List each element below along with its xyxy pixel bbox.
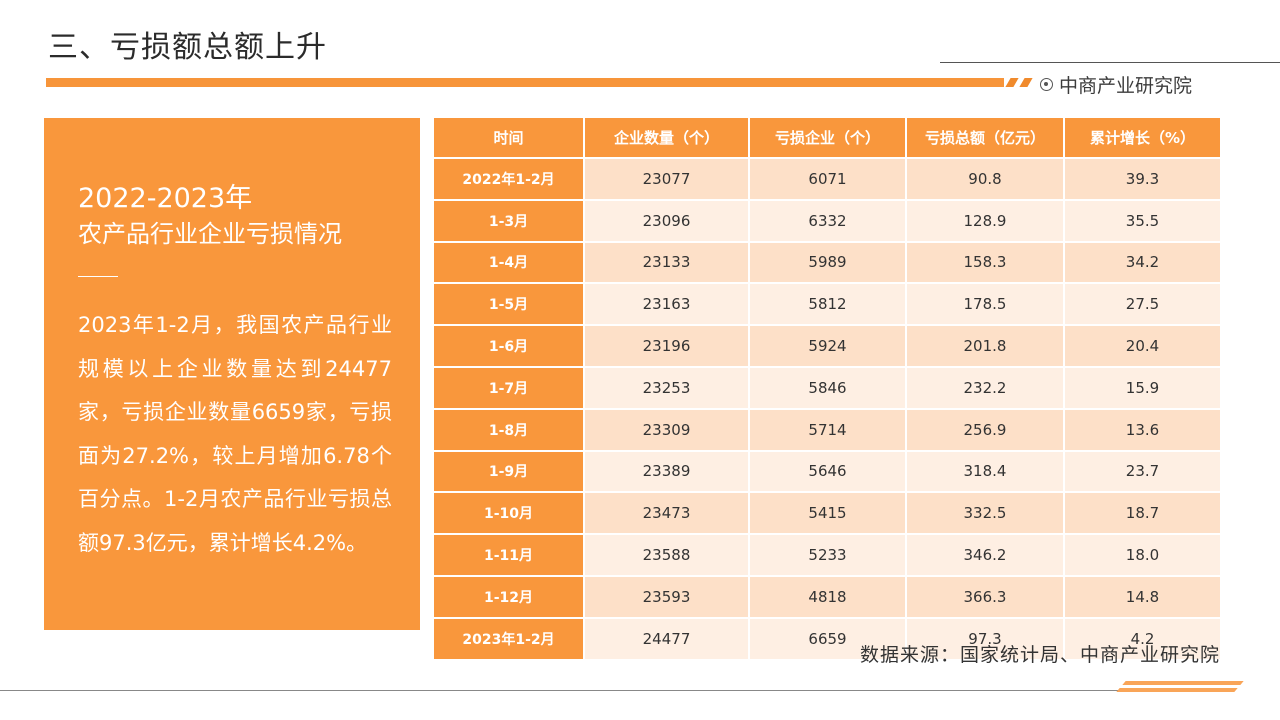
data-source-note: 数据来源：国家统计局、中商产业研究院 xyxy=(859,644,1220,666)
brand-name: 中商产业研究院 xyxy=(1059,75,1193,97)
cell-enterprise-count: 23588 xyxy=(584,534,750,577)
header-loss-enterprises: 亏损企业（个） xyxy=(749,118,907,159)
cell-enterprise-count: 23077 xyxy=(584,158,750,201)
cell-total-loss: 178.5 xyxy=(906,283,1065,327)
table-row: 2023年1-2月 24477 6659 97.3 4.2 xyxy=(434,617,1222,661)
summary-panel: 2022-2023年 农产品行业企业亏损情况 2023年1-2月，我国农产品行业… xyxy=(44,118,420,630)
brand-logo: 中商产业研究院 xyxy=(1040,71,1192,98)
table-row: 1-10月 23473 5415 332.5 18.7 xyxy=(434,492,1222,536)
panel-divider xyxy=(78,276,118,277)
cell-loss-enterprises: 6659 xyxy=(749,617,907,661)
footer-line xyxy=(0,690,1118,691)
cell-cumulative-growth: 23.7 xyxy=(1064,450,1222,494)
cell-cumulative-growth: 13.6 xyxy=(1064,408,1222,452)
cell-total-loss: 128.9 xyxy=(906,199,1065,243)
table-row: 2022年1-2月 23077 6071 90.8 39.3 xyxy=(434,158,1222,201)
table-row: 1-5月 23163 5812 178.5 27.5 xyxy=(434,283,1222,327)
panel-body-text: 2023年1-2月，我国农产品行业规模以上企业数量达到24477家，亏损企业数量… xyxy=(78,313,392,555)
cell-cumulative-growth: 39.3 xyxy=(1064,158,1222,201)
header-cumulative-growth: 累计增长（%） xyxy=(1064,118,1222,159)
cell-loss-enterprises: 5812 xyxy=(749,283,907,327)
loss-data-table: 时间 企业数量（个） 亏损企业（个） 亏损总额（亿元） 累计增长（%） 2022… xyxy=(434,118,1222,661)
cell-time: 1-7月 xyxy=(434,366,585,410)
header-divider-line xyxy=(940,62,1280,63)
cell-time: 1-10月 xyxy=(434,492,585,536)
cell-cumulative-growth: 18.7 xyxy=(1064,492,1222,536)
cell-loss-enterprises: 5846 xyxy=(749,366,907,410)
cell-loss-enterprises: 6071 xyxy=(749,158,907,201)
panel-year: 2022-2023年 xyxy=(78,183,253,214)
cell-time: 1-4月 xyxy=(434,241,585,285)
table-row: 1-3月 23096 6332 128.9 35.5 xyxy=(434,199,1222,243)
cell-total-loss: 201.8 xyxy=(906,325,1065,368)
footer-stripes xyxy=(1116,681,1248,693)
cell-loss-enterprises: 5714 xyxy=(749,408,907,452)
table-row: 1-7月 23253 5846 232.2 15.9 xyxy=(434,366,1222,410)
table-row: 1-4月 23133 5989 158.3 34.2 xyxy=(434,241,1222,285)
cell-loss-enterprises: 5924 xyxy=(749,325,907,368)
cell-cumulative-growth: 35.5 xyxy=(1064,199,1222,243)
table-row: 1-6月 23196 5924 201.8 20.4 xyxy=(434,325,1222,368)
table-row: 1-8月 23309 5714 256.9 13.6 xyxy=(434,408,1222,452)
cell-cumulative-growth: 34.2 xyxy=(1064,241,1222,285)
cell-enterprise-count: 23253 xyxy=(584,366,750,410)
header-total-loss: 亏损总额（亿元） xyxy=(906,118,1065,159)
cell-cumulative-growth: 18.0 xyxy=(1064,534,1222,577)
cell-total-loss: 90.8 xyxy=(906,158,1065,201)
cell-total-loss: 318.4 xyxy=(906,450,1065,494)
table-row: 1-9月 23389 5646 318.4 23.7 xyxy=(434,450,1222,494)
cell-loss-enterprises: 6332 xyxy=(749,199,907,243)
cell-time: 2022年1-2月 xyxy=(434,158,585,201)
cell-total-loss: 158.3 xyxy=(906,241,1065,285)
cell-enterprise-count: 23473 xyxy=(584,492,750,536)
cell-total-loss: 256.9 xyxy=(906,408,1065,452)
cell-total-loss: 346.2 xyxy=(906,534,1065,577)
cell-loss-enterprises: 5233 xyxy=(749,534,907,577)
cell-loss-enterprises: 5415 xyxy=(749,492,907,536)
brand-circle-icon xyxy=(1040,78,1053,91)
cell-enterprise-count: 23133 xyxy=(584,241,750,285)
header-enterprise-count: 企业数量（个） xyxy=(584,118,750,159)
cell-time: 2023年1-2月 xyxy=(434,617,585,661)
cell-cumulative-growth: 27.5 xyxy=(1064,283,1222,327)
cell-total-loss: 332.5 xyxy=(906,492,1065,536)
cell-time: 1-9月 xyxy=(434,450,585,494)
cell-time: 1-12月 xyxy=(434,575,585,619)
title-bar-stripes xyxy=(1000,78,1036,87)
cell-time: 1-11月 xyxy=(434,534,585,577)
cell-cumulative-growth: 14.8 xyxy=(1064,575,1222,619)
cell-time: 1-8月 xyxy=(434,408,585,452)
cell-enterprise-count: 23163 xyxy=(584,283,750,327)
header-time: 时间 xyxy=(434,118,585,159)
cell-time: 1-5月 xyxy=(434,283,585,327)
cell-enterprise-count: 23096 xyxy=(584,199,750,243)
cell-enterprise-count: 24477 xyxy=(584,617,750,661)
cell-cumulative-growth: 4.2 xyxy=(1064,617,1222,661)
cell-time: 1-6月 xyxy=(434,325,585,368)
page-title: 三、亏损额总额上升 xyxy=(48,30,327,65)
cell-enterprise-count: 23309 xyxy=(584,408,750,452)
panel-subtitle: 农产品行业企业亏损情况 xyxy=(78,220,342,248)
title-underline-bar xyxy=(46,78,1004,87)
cell-loss-enterprises: 5989 xyxy=(749,241,907,285)
cell-time: 1-3月 xyxy=(434,199,585,243)
cell-cumulative-growth: 20.4 xyxy=(1064,325,1222,368)
cell-loss-enterprises: 5646 xyxy=(749,450,907,494)
table-row: 1-12月 23593 4818 366.3 14.8 xyxy=(434,575,1222,619)
cell-enterprise-count: 23593 xyxy=(584,575,750,619)
cell-enterprise-count: 23389 xyxy=(584,450,750,494)
cell-total-loss: 366.3 xyxy=(906,575,1065,619)
cell-cumulative-growth: 15.9 xyxy=(1064,366,1222,410)
cell-total-loss: 232.2 xyxy=(906,366,1065,410)
table-row: 1-11月 23588 5233 346.2 18.0 xyxy=(434,534,1222,577)
table-header-row: 时间 企业数量（个） 亏损企业（个） 亏损总额（亿元） 累计增长（%） xyxy=(434,118,1222,159)
cell-loss-enterprises: 4818 xyxy=(749,575,907,619)
cell-total-loss: 97.3 xyxy=(906,617,1065,661)
cell-enterprise-count: 23196 xyxy=(584,325,750,368)
